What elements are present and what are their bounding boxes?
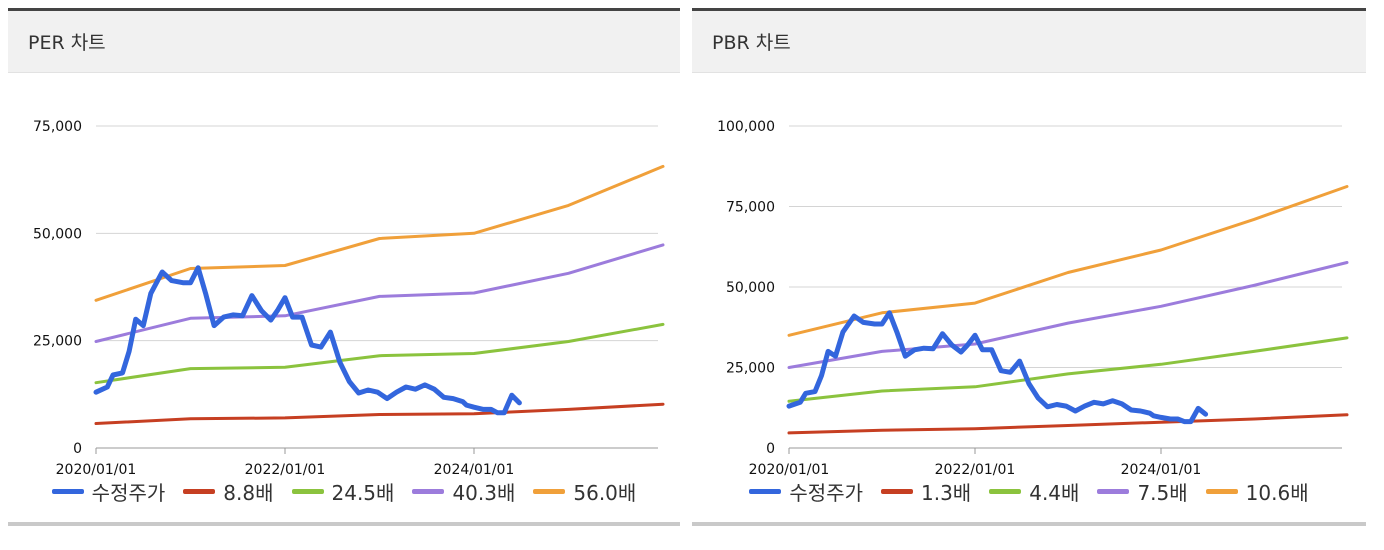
legend-label: 40.3배 [452, 481, 516, 505]
x-tick-label: 2022/01/01 [935, 462, 1016, 478]
y-tick-label: 75,000 [33, 119, 82, 135]
y-tick-label: 25,000 [33, 334, 82, 350]
legend-item[interactable]: 40.3배 [412, 477, 515, 506]
series-line [94, 164, 665, 302]
legend-label: 24.5배 [331, 481, 395, 505]
legend-label: 7.5배 [1137, 481, 1188, 505]
x-tick-label: 2024/01/01 [434, 462, 515, 478]
x-tick-label: 2020/01/01 [56, 462, 137, 478]
legend-item[interactable]: 수정주가 [749, 477, 863, 506]
legend-item[interactable]: 1.3배 [881, 477, 971, 506]
legend-item[interactable]: 8.8배 [183, 477, 274, 506]
series-line [786, 310, 1209, 425]
legend-label: 수정주가 [789, 481, 863, 505]
legend-item[interactable]: 24.5배 [291, 477, 395, 506]
legend-swatch [533, 489, 566, 494]
legend-swatch [989, 489, 1022, 494]
series-line [787, 336, 1349, 403]
y-tick-label: 50,000 [33, 226, 82, 242]
legend-item[interactable]: 56.0배 [533, 477, 636, 506]
pbr-chart: 0 25,000 50,000 75,000 100,000 2020/01/01 2022… [717, 119, 1349, 478]
y-tick-label: 75,000 [726, 200, 775, 216]
series-line [787, 185, 1349, 337]
legend-swatch [881, 489, 913, 494]
y-tick-label: 0 [766, 441, 775, 457]
y-tick-label: 0 [73, 441, 82, 457]
series-line [93, 265, 522, 416]
legend-swatch [412, 489, 445, 494]
series-line [94, 402, 665, 425]
legend-swatch [51, 489, 84, 494]
legend-item[interactable]: 10.6배 [1205, 477, 1309, 506]
per-chart: 0 25,000 50,000 75,000 2020/01/01 2022/01/01 2… [33, 119, 665, 478]
pbr-chart-panel: PBR 차트 0 25,000 50,000 75,000 100,000 2020/01… [692, 8, 1366, 526]
legend-swatch [183, 489, 216, 494]
series-line [787, 413, 1349, 435]
legend-swatch [1097, 489, 1130, 494]
legend-label: 56.0배 [573, 481, 637, 505]
legend-label: 수정주가 [91, 481, 166, 505]
series-line [787, 261, 1349, 369]
legend-item[interactable]: 4.4배 [989, 477, 1079, 506]
legend-label: 10.6배 [1245, 481, 1309, 505]
pbr-chart-legend: 수정주가 1.3배 4.4배 7.5배 10.6배 [692, 477, 1366, 506]
pbr-chart-title: PBR 차트 [692, 11, 1366, 73]
legend-label: 8.8배 [223, 481, 274, 505]
per-chart-panel: PER 차트 0 25,000 50,000 75,000 2020/01/01 2022… [8, 8, 680, 526]
per-chart-legend: 수정주가 8.8배 24.5배 40.3배 56.0배 [8, 477, 680, 506]
x-tick-label: 2022/01/01 [245, 462, 326, 478]
legend-item[interactable]: 수정주가 [51, 477, 166, 506]
legend-label: 4.4배 [1029, 481, 1080, 505]
x-tick-label: 2024/01/01 [1121, 462, 1202, 478]
per-chart-title: PER 차트 [8, 11, 680, 73]
legend-swatch [291, 489, 324, 494]
y-tick-label: 100,000 [717, 119, 775, 135]
x-tick-label: 2020/01/01 [749, 462, 830, 478]
series-line [94, 322, 665, 385]
legend-swatch [1205, 489, 1238, 494]
legend-item[interactable]: 7.5배 [1097, 477, 1188, 506]
y-tick-label: 25,000 [726, 361, 775, 377]
legend-swatch [749, 489, 782, 494]
legend-label: 1.3배 [921, 481, 972, 505]
y-tick-label: 50,000 [726, 280, 775, 296]
series-line [94, 243, 665, 343]
